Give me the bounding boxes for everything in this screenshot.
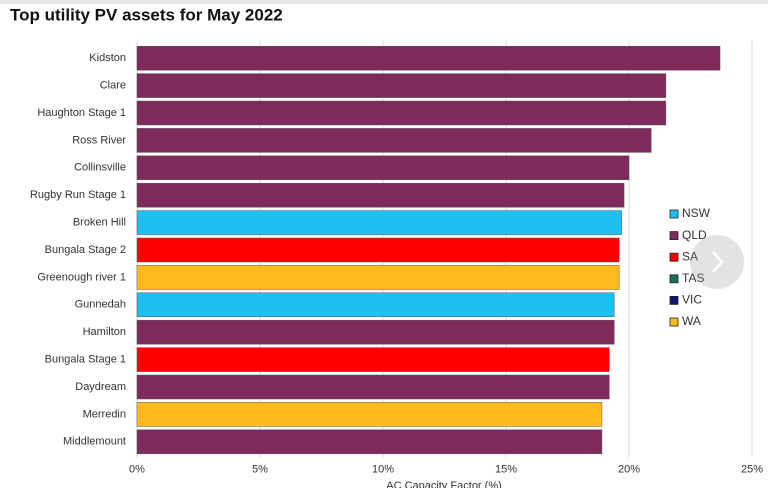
carousel-next-button[interactable] [690,235,744,289]
y-tick-label: Collinsville [74,162,126,174]
bar [136,73,667,98]
chart-title: Top utility PV assets for May 2022 [10,5,283,24]
legend-swatch [669,209,679,219]
carousel-button-bg[interactable] [690,235,744,289]
carousel-arrow[interactable] [712,251,724,273]
legend-swatch [669,295,679,305]
y-tick-label: Merredin [83,408,126,420]
y-tick-label: Greenough river 1 [37,271,126,283]
x-tick-label: 15% [495,463,517,475]
bar [136,128,652,153]
x-axis-label: AC Capacity Factor (%) [386,480,502,488]
legend-swatch [669,317,679,327]
bar [136,210,622,235]
x-tick-label: 10% [372,463,394,475]
bar [136,429,603,455]
x-tick-label: 20% [618,463,640,475]
legend-label: QLD [682,228,707,242]
bar [136,319,615,345]
legend-label: NSW [682,206,711,220]
y-tick-label: Hamilton [83,326,126,338]
y-tick-label: Bungala Stage 2 [45,244,126,256]
legend-label: WA [682,314,701,328]
legend-swatch [669,252,679,262]
y-tick-label: Ross River [72,134,126,146]
y-tick-label: Broken Hill [73,217,126,229]
y-tick-label: Middlemount [63,436,126,448]
bar [136,100,667,126]
bar [136,265,620,290]
y-tick-label: Bungala Stage 1 [45,354,126,366]
bar [136,292,615,318]
x-tick-label: 0% [129,463,145,475]
y-tick-label: Daydream [75,381,126,393]
bar [136,182,625,208]
plot-area: 0% 5% 10% 15% 20% 25% Kidston Clare Haughton Sta… [30,40,763,475]
x-tick-label: 5% [252,463,268,475]
legend-swatch [669,231,679,241]
bar [136,402,603,427]
x-tick-label: 25% [741,463,763,475]
y-tick-label: Kidston [89,52,126,64]
bar [136,45,721,71]
bar [136,347,610,372]
bar [136,237,620,263]
y-tick-label: Clare [100,80,126,92]
y-tick-label: Rugby Run Stage 1 [30,189,126,201]
bar [136,374,610,400]
top-strip [0,0,768,4]
bar [136,155,630,181]
y-tick-label: Gunnedah [75,299,126,311]
y-tick-label: Haughton Stage 1 [37,107,126,119]
legend-label: VIC [682,293,702,307]
legend-label: TAS [682,271,704,285]
legend-swatch [669,274,679,284]
legend-label: SA [682,249,698,263]
